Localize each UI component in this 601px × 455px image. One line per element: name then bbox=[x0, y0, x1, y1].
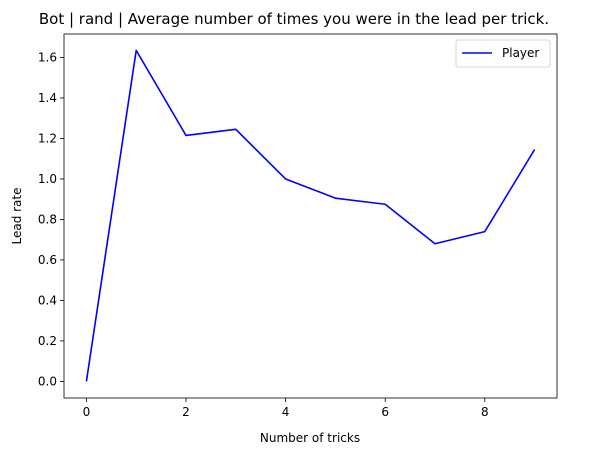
legend-label-player: Player bbox=[502, 46, 539, 60]
y-tick-label: 0.2 bbox=[38, 334, 57, 348]
x-tick-label: 8 bbox=[481, 405, 489, 419]
chart-title: Bot | rand | Average number of times you… bbox=[39, 10, 549, 28]
y-axis-label: Lead rate bbox=[10, 187, 24, 244]
y-tick-label: 0.4 bbox=[38, 293, 57, 307]
y-tick-label: 1.6 bbox=[38, 50, 57, 64]
x-tick-label: 0 bbox=[83, 405, 91, 419]
x-axis-label: Number of tricks bbox=[260, 431, 360, 445]
y-axis: 0.0 0.2 0.4 0.6 0.8 1.0 1.2 1.4 1.6 bbox=[38, 50, 64, 388]
y-tick-label: 0.6 bbox=[38, 253, 57, 267]
plot-area bbox=[63, 33, 558, 399]
y-tick-label: 0.8 bbox=[38, 212, 57, 226]
x-axis: 0 2 4 6 8 bbox=[83, 398, 489, 419]
x-tick-label: 2 bbox=[182, 405, 190, 419]
y-tick-label: 1.2 bbox=[38, 131, 57, 145]
legend-box bbox=[455, 39, 551, 68]
y-tick-label: 1.4 bbox=[38, 91, 57, 105]
x-tick-label: 6 bbox=[381, 405, 389, 419]
y-tick-label: 1.0 bbox=[38, 172, 57, 186]
x-tick-label: 4 bbox=[282, 405, 290, 419]
series-line-player bbox=[85, 49, 536, 382]
legend: Player bbox=[455, 39, 551, 68]
y-tick-label: 0.0 bbox=[38, 374, 57, 388]
